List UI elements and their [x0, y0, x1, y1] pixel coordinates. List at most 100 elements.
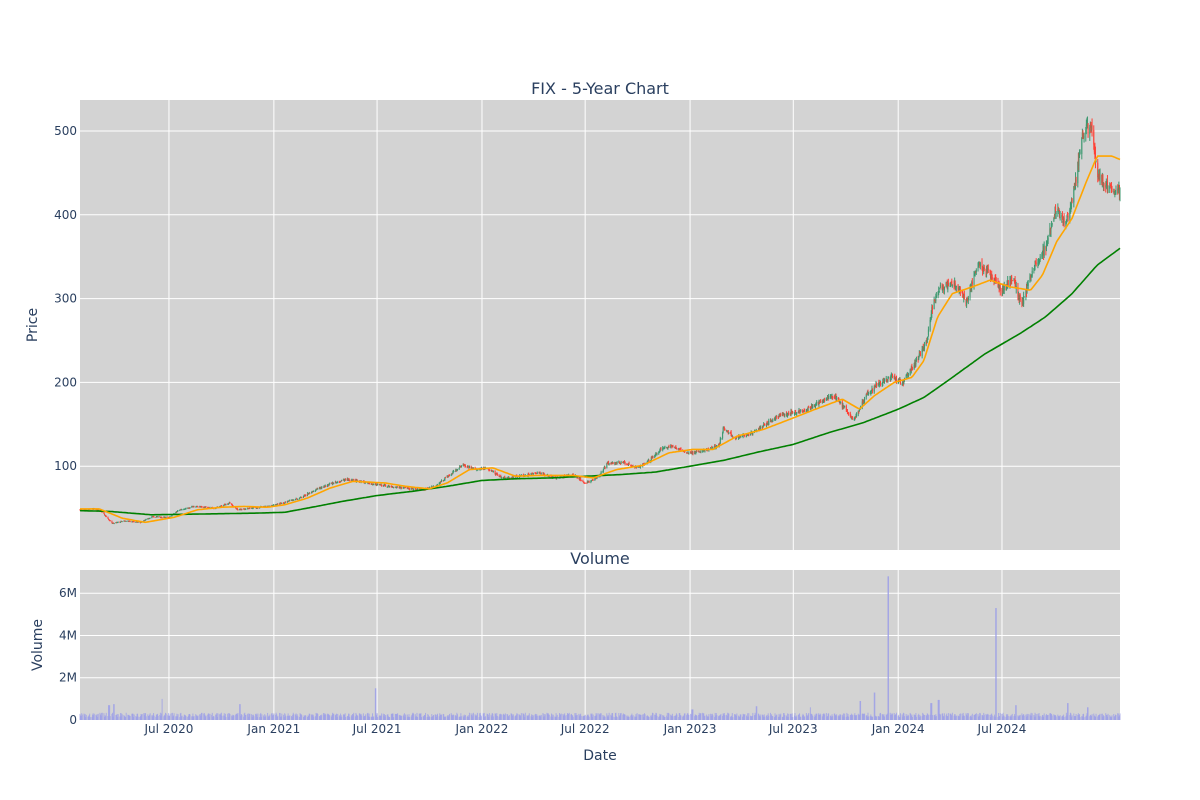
- candle-body: [231, 503, 233, 505]
- candle-body: [415, 489, 417, 491]
- volume-bar: [516, 713, 518, 720]
- candle-body: [443, 479, 445, 481]
- volume-bar: [203, 712, 205, 720]
- volume-bar: [149, 713, 151, 720]
- candle-body: [951, 284, 953, 286]
- candle-body: [463, 464, 465, 466]
- candle-body: [966, 298, 968, 300]
- volume-bar: [96, 715, 98, 720]
- volume-bar: [375, 688, 377, 720]
- volume-bar: [962, 712, 964, 720]
- volume-bar: [522, 713, 524, 720]
- volume-bar: [630, 714, 632, 720]
- candle-body: [871, 387, 873, 390]
- candle-body: [911, 368, 913, 370]
- candle-body: [841, 401, 843, 408]
- volume-bar: [600, 713, 602, 720]
- candle-body: [535, 472, 537, 474]
- candle-body: [688, 451, 690, 454]
- volume-bar: [1051, 715, 1053, 720]
- volume-bar: [773, 717, 775, 720]
- volume-bar: [468, 715, 470, 720]
- candle-body: [442, 480, 444, 482]
- volume-bar: [583, 715, 585, 720]
- candle-body: [338, 481, 340, 483]
- candle-body: [965, 299, 967, 305]
- volume-bar: [868, 716, 870, 720]
- candle-body: [1029, 276, 1031, 283]
- volume-bar: [91, 716, 93, 720]
- volume-bar: [201, 712, 203, 720]
- candle-body: [694, 451, 696, 454]
- candle-body: [188, 507, 190, 509]
- volume-bar: [919, 715, 921, 720]
- volume-bar: [576, 714, 578, 720]
- volume-bar: [759, 715, 761, 720]
- volume-bar: [973, 714, 975, 720]
- candle-body: [307, 493, 309, 495]
- candle-body: [147, 518, 149, 520]
- volume-bar: [285, 716, 287, 720]
- volume-bar: [781, 716, 783, 720]
- volume-bar: [502, 714, 504, 720]
- volume-bar: [173, 715, 175, 720]
- candle-body: [456, 469, 458, 471]
- candle-body: [985, 270, 987, 273]
- candle-body: [913, 365, 915, 370]
- candle-body: [579, 478, 581, 480]
- candle-body: [502, 477, 504, 479]
- candle-body: [854, 417, 856, 420]
- candle-body: [340, 480, 342, 482]
- volume-bar: [476, 714, 478, 720]
- candle-body: [702, 450, 704, 452]
- volume-bar: [876, 716, 878, 720]
- candle-body: [248, 507, 250, 509]
- volume-bar: [1106, 716, 1108, 720]
- volume-bar: [760, 714, 762, 720]
- volume-bar: [834, 715, 836, 720]
- candle-body: [370, 483, 372, 485]
- candle-body: [187, 507, 189, 509]
- candle-body: [998, 282, 1000, 288]
- volume-bar: [312, 714, 314, 720]
- candle-body: [279, 502, 281, 504]
- candle-body: [448, 475, 450, 477]
- candle-body: [327, 484, 329, 486]
- volume-bar: [324, 713, 326, 720]
- volume-bar: [596, 713, 598, 720]
- volume-bar: [309, 713, 311, 720]
- volume-bar: [998, 712, 1000, 720]
- volume-bar: [1053, 715, 1055, 720]
- candle-body: [943, 288, 945, 291]
- volume-bar: [1094, 716, 1096, 720]
- volume-bar: [401, 716, 403, 720]
- volume-bar: [508, 716, 510, 720]
- volume-bar: [1011, 716, 1013, 720]
- volume-bar: [723, 714, 725, 720]
- volume-bar: [204, 714, 206, 720]
- candle-body: [536, 472, 538, 474]
- candle-body: [923, 349, 925, 351]
- volume-bar: [352, 714, 354, 720]
- volume-bar: [943, 716, 945, 720]
- volume-bar: [504, 713, 506, 720]
- volume-bar: [974, 715, 976, 720]
- candle-body: [151, 516, 153, 518]
- volume-bar: [934, 716, 936, 720]
- candle-body: [807, 409, 809, 411]
- volume-bar: [983, 712, 985, 720]
- candle-body: [582, 481, 584, 483]
- volume-bar: [735, 714, 737, 720]
- volume-bar: [795, 716, 797, 720]
- candle-body: [925, 340, 927, 346]
- candle-body: [674, 446, 676, 448]
- volume-bar: [570, 713, 572, 720]
- volume-bar: [795, 717, 797, 720]
- volume-plot-background: [80, 570, 1120, 720]
- volume-bar: [918, 713, 920, 720]
- volume-bar: [663, 716, 665, 720]
- volume-bar: [467, 717, 469, 720]
- volume-bar: [1102, 715, 1104, 720]
- candle-body: [382, 485, 384, 487]
- candle-body: [540, 473, 542, 475]
